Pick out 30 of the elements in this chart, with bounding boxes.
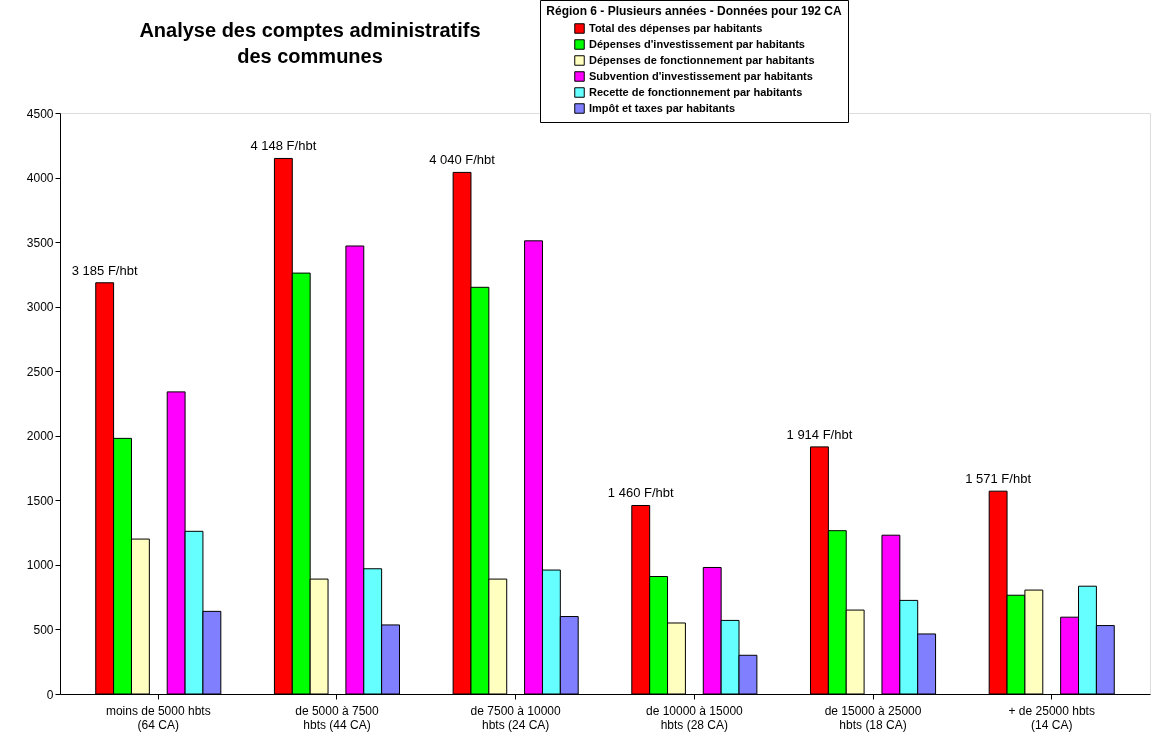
data-label: 1 914 F/hbt (786, 426, 853, 442)
x-tick-label: moins de 5000 hbts (64 CA) (105, 703, 211, 732)
data-label: 4 148 F/hbt (250, 138, 317, 154)
x-tick-label: de 15000 à 25000 hbts (18 CA) (824, 703, 922, 732)
legend-label: Dépenses de fonctionnement par habitants (589, 53, 815, 66)
y-tick-label: 2500 (26, 364, 54, 379)
data-label: 3 185 F/hbt (71, 262, 138, 278)
y-tick-label: 0 (46, 687, 54, 702)
data-label: 1 571 F/hbt (965, 471, 1032, 487)
chart-title: Analyse des comptes administratifs des communes (139, 19, 481, 67)
y-tick-label: 1500 (26, 493, 54, 508)
y-tick-label: 500 (33, 622, 54, 637)
x-tick-label: + de 25000 hbts (14 CA) (1008, 703, 1095, 732)
legend-label: Total des dépenses par habitants (589, 21, 763, 34)
legend-title: Région 6 - Plusieurs années - Données pour 192 CA (546, 4, 843, 18)
data-label: 1 460 F/hbt (607, 485, 674, 501)
x-tick-label: de 5000 à 7500 hbts (44 CA) (295, 703, 379, 732)
y-tick-label: 1000 (26, 558, 54, 573)
x-tick-label: de 10000 à 15000 hbts (28 CA) (645, 703, 744, 732)
legend-label: Dépenses d'investissement par habitants (589, 37, 805, 50)
y-tick-label: 2000 (26, 429, 54, 444)
y-tick-label: 3000 (26, 300, 54, 315)
y-tick-label: 4500 (26, 106, 54, 121)
data-label: 4 040 F/hbt (429, 152, 496, 168)
legend-label: Subvention d'investissement par habitants (589, 69, 813, 82)
y-tick-label: 3500 (26, 235, 54, 250)
legend-label: Impôt et taxes par habitants (589, 101, 736, 114)
legend-label: Recette de fonctionnement par habitants (589, 85, 803, 98)
y-tick-label: 4000 (26, 171, 54, 186)
x-tick-label: de 7500 à 10000 hbts (24 CA) (470, 703, 562, 732)
